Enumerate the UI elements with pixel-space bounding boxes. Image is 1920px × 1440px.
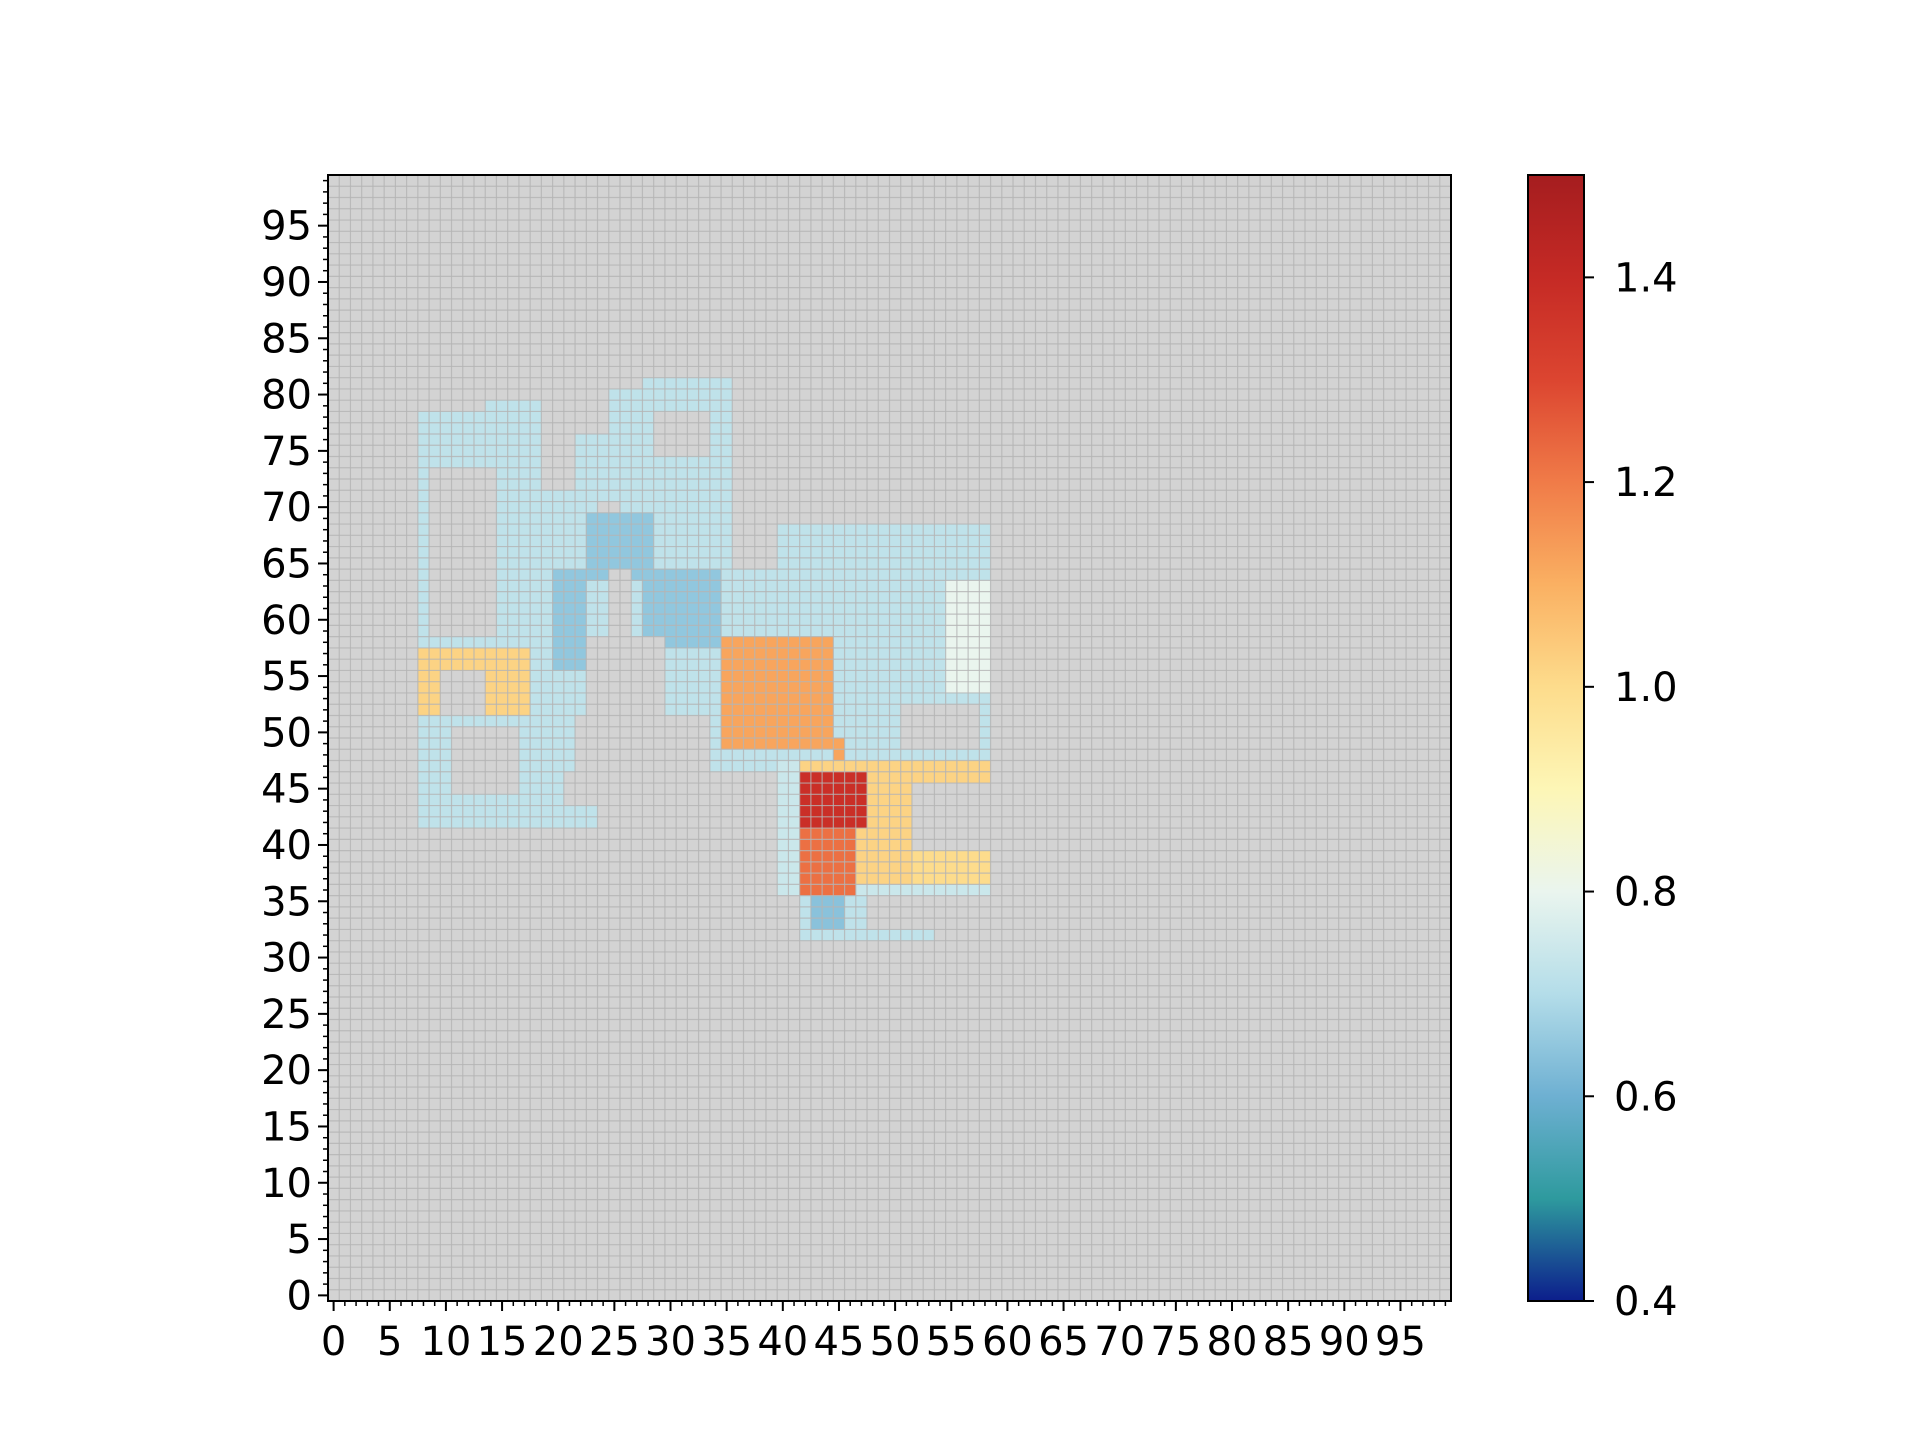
x-tick-label: 15 [477,1319,528,1365]
heatmap-cell [552,569,587,671]
heatmap-cell [586,636,665,716]
y-tick-label: 75 [261,429,312,475]
y-tick-label: 35 [261,879,312,925]
x-tick-label: 5 [377,1319,402,1365]
plot-frame [327,174,1452,1302]
heatmap-cell [563,771,643,806]
y-tick-label: 40 [261,823,312,869]
colorbar-tick-label: 0.8 [1614,870,1678,916]
colorbar-tick-label: 1.2 [1614,460,1678,506]
heatmap-cell [642,569,722,648]
x-tick-label: 90 [1319,1319,1370,1365]
colorbar-tick-label: 1.4 [1614,255,1678,301]
y-tick-label: 95 [261,204,312,250]
x-tick-label: 95 [1375,1319,1426,1365]
y-tick-label: 0 [287,1273,312,1319]
x-tick-label: 60 [982,1319,1033,1365]
y-tick-label: 45 [261,767,312,813]
y-tick-label: 15 [261,1104,312,1150]
colorbar-tick-label: 0.4 [1614,1279,1678,1325]
x-tick-label: 35 [701,1319,752,1365]
x-tick-label: 50 [870,1319,921,1365]
x-tick-label: 70 [1094,1319,1145,1365]
colorbar [1527,174,1585,1302]
y-tick-label: 70 [261,485,312,531]
heatmap-cell [911,850,991,885]
x-tick-label: 75 [1150,1319,1201,1365]
x-tick-label: 45 [814,1319,865,1365]
x-tick-label: 0 [321,1319,346,1365]
y-tick-label: 85 [261,316,312,362]
x-tick-label: 80 [1207,1319,1258,1365]
y-tick-label: 65 [261,541,312,587]
y-tick-label: 10 [261,1161,312,1207]
heatmap-cell [810,895,845,930]
y-tick-label: 20 [261,1048,312,1094]
y-tick-label: 80 [261,373,312,419]
y-tick-label: 55 [261,654,312,700]
x-tick-label: 25 [589,1319,640,1365]
x-tick-label: 40 [757,1319,808,1365]
x-tick-label: 65 [1038,1319,1089,1365]
y-tick-label: 30 [261,936,312,982]
x-tick-label: 10 [420,1319,471,1365]
x-tick-label: 20 [533,1319,584,1365]
colorbar-tick-label: 0.6 [1614,1074,1678,1120]
y-tick-label: 60 [261,598,312,644]
y-tick-label: 5 [287,1217,312,1263]
x-tick-label: 55 [926,1319,977,1365]
x-tick-label: 85 [1263,1319,1314,1365]
y-tick-label: 50 [261,710,312,756]
colorbar-tick-label: 1.0 [1614,665,1678,711]
y-tick-label: 90 [261,260,312,306]
x-tick-label: 30 [645,1319,696,1365]
y-tick-label: 25 [261,992,312,1038]
